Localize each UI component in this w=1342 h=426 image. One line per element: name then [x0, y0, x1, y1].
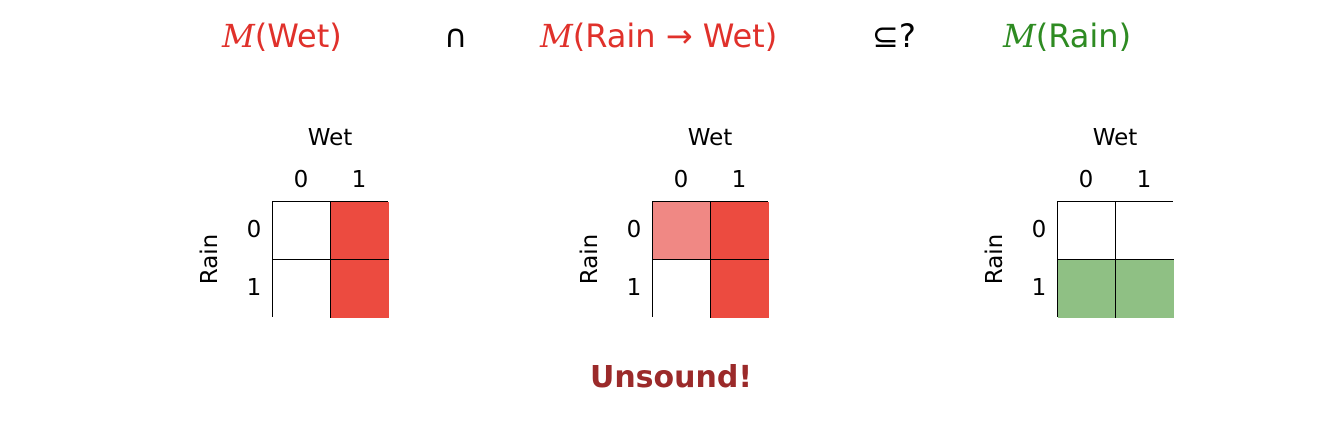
formula-models-rain-implies-wet: M(Rain → Wet) [540, 14, 777, 58]
col-label: 0 [673, 167, 689, 193]
grid-cell [653, 202, 711, 260]
grid-cell [1116, 202, 1174, 260]
row-label: 0 [626, 217, 642, 243]
intersection-operator: ∩ [444, 17, 468, 55]
grid-cell [653, 260, 711, 318]
row-label: 1 [246, 275, 262, 301]
subset-question-operator: ⊆? [872, 17, 916, 55]
grid-cell [711, 260, 769, 318]
row-label: 0 [1031, 217, 1047, 243]
formula-text: (Rain) [1035, 17, 1132, 55]
col-label: 1 [1136, 167, 1152, 193]
grid-cell [331, 202, 389, 260]
verdict-text: Unsound! [589, 360, 753, 395]
script-m-symbol: M [222, 17, 255, 55]
y-axis-label: Rain [577, 233, 603, 285]
grid-title: Wet [687, 125, 733, 151]
formula-text: (Rain → Wet) [572, 17, 778, 55]
script-m-symbol: M [540, 17, 573, 55]
row-label: 1 [1031, 275, 1047, 301]
row-label: 0 [246, 217, 262, 243]
y-axis-label: Rain [982, 233, 1008, 285]
grid-cell [1058, 202, 1116, 260]
grid-cell [331, 260, 389, 318]
grid-cell [273, 260, 331, 318]
grid-cells [1057, 201, 1174, 318]
grid-cell [273, 202, 331, 260]
y-axis-label: Rain [197, 233, 223, 285]
formula-text: (Wet) [254, 17, 342, 55]
grid-cell [1058, 260, 1116, 318]
grid-cells [652, 201, 769, 318]
col-label: 0 [293, 167, 309, 193]
grid-cells [272, 201, 389, 318]
col-label: 1 [731, 167, 747, 193]
script-m-symbol: M [1003, 17, 1036, 55]
formula-models-wet: M(Wet) [222, 14, 342, 58]
col-label: 1 [351, 167, 367, 193]
grid-title: Wet [1092, 125, 1138, 151]
row-label: 1 [626, 275, 642, 301]
grid-cell [1116, 260, 1174, 318]
formula-models-rain: M(Rain) [1003, 14, 1131, 58]
col-label: 0 [1078, 167, 1094, 193]
grid-cell [711, 202, 769, 260]
grid-title: Wet [307, 125, 353, 151]
